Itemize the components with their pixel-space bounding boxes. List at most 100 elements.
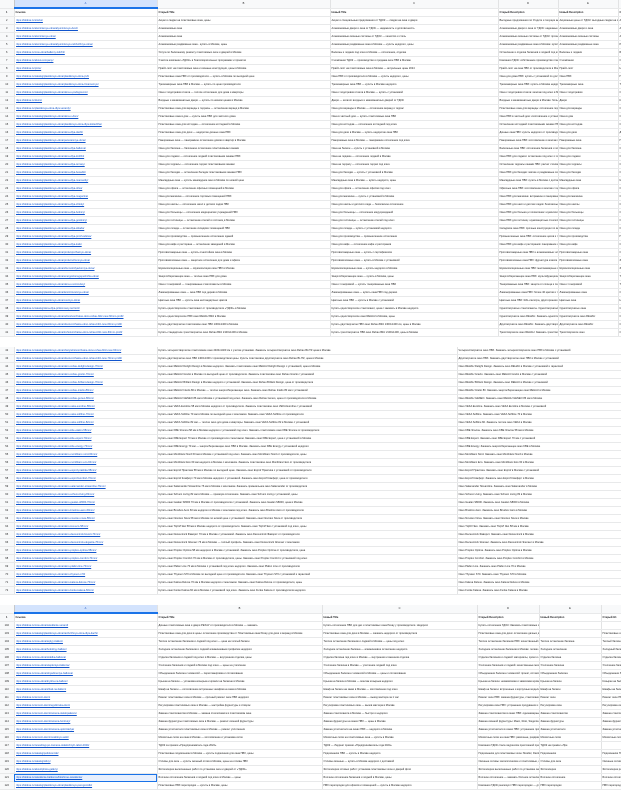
cell-url[interactable]: https://tdokna.ru/catalog/plastikovye-ok… bbox=[14, 362, 158, 371]
table-row[interactable]: 45 https://tdokna.ru/catalog/plastikovye-… bbox=[0, 370, 621, 379]
cell-e[interactable]: Окна для кафе bbox=[558, 240, 619, 249]
cell-f[interactable]: Окна для веранды bbox=[618, 104, 621, 113]
row-number[interactable]: 9 bbox=[0, 72, 15, 81]
cell-d[interactable]: Дачные окна ПВХ: купить недорого от прои… bbox=[498, 128, 559, 137]
cell-d[interactable]: Отделка балконов и лоджий: материалы, ср… bbox=[477, 653, 540, 662]
cell-b[interactable]: Дачные пластиковые окна и двери РЕХАУ от… bbox=[157, 621, 323, 630]
cell-c[interactable]: Окна для больницы — остекление медучрежд… bbox=[330, 208, 499, 217]
column-header-C[interactable]: C bbox=[330, 0, 499, 9]
url-link[interactable]: https://tdokna.ru/catalog/plastikovye-ok… bbox=[15, 509, 95, 512]
column-header-C[interactable]: C bbox=[322, 605, 478, 614]
cell-c[interactable]: Замена стеклопакета в Москве — быстро и … bbox=[322, 709, 478, 718]
cell-f[interactable]: Ремонт окон ПВХ bbox=[601, 693, 621, 702]
row-number[interactable]: 51 bbox=[0, 418, 15, 427]
cell-f[interactable]: Стеклопакеты bbox=[618, 304, 621, 313]
table-row[interactable]: 70 https://tdokna.ru/catalog/plastikovye-… bbox=[0, 570, 621, 579]
url-link[interactable]: https://tdokna.ru/catalog/plastikovye-ok… bbox=[15, 203, 85, 206]
url-link[interactable]: https://tdokna.ru/catalog/plastikovye-ok… bbox=[15, 291, 89, 294]
cell-url[interactable]: https://tdokna.ru/catalog/plastikovye-ok… bbox=[14, 256, 158, 265]
cell-f[interactable]: Пластиковые окна bbox=[601, 629, 621, 638]
url-link[interactable]: https://tdokna.ru/catalog/plastikovye-ok… bbox=[15, 235, 92, 238]
cell-b[interactable]: Трехкамерные окна ПВХ в Москве — купить … bbox=[157, 80, 331, 89]
cell-d[interactable]: Утепление балконов и лоджий: качественны… bbox=[477, 661, 540, 670]
cell-b[interactable]: Прайс-лист на пластиковые окна и оконные… bbox=[157, 64, 331, 73]
cell-d[interactable]: Старый Description bbox=[498, 8, 559, 17]
table-row[interactable]: 63 https://tdokna.ru/catalog/plastikovye-… bbox=[0, 514, 621, 523]
cell-url[interactable]: https://tdokna.ru/catalog/plastikovye-ok… bbox=[14, 200, 158, 209]
url-link[interactable]: https://tdokna.ru/remont-okon/ bbox=[15, 696, 51, 699]
url-link[interactable]: https://tdokna.ru/catalog/plastikovye-ok… bbox=[15, 323, 122, 326]
cell-url[interactable]: https://tdokna.ru/catalog/plastikovye-ok… bbox=[14, 482, 158, 491]
cell-e[interactable]: Балконы и лоджии bbox=[558, 48, 619, 57]
cell-e[interactable]: Новый Description bbox=[558, 8, 619, 17]
cell-url[interactable]: https://tdokna.ru/catalog/plastikovye-ok… bbox=[14, 312, 158, 321]
cell-d[interactable]: Замена стеклопакетов в окнах ПВХ: однока… bbox=[477, 709, 540, 718]
cell-c[interactable]: Теплое остекление балконов и лоджий в Мо… bbox=[322, 637, 478, 646]
cell-d[interactable]: Двустворчатое окно REHAU. Заказать двуст… bbox=[498, 320, 559, 329]
cell-e[interactable]: Одностворчатые окна bbox=[558, 304, 619, 313]
cell-b[interactable]: Энергосберегающие окна — теплые окна ПВХ… bbox=[157, 272, 331, 281]
cell-e[interactable]: О компании bbox=[558, 56, 619, 65]
url-link[interactable]: https://tdokna.ru/catalog/plastikovye-ok… bbox=[15, 485, 106, 488]
cell-b[interactable]: Старый Title bbox=[157, 613, 323, 622]
cell-e[interactable]: Холодное остекление bbox=[539, 645, 602, 654]
url-link[interactable]: https://tdokna.ru/catalog/plastikovye-ok… bbox=[15, 211, 85, 214]
table-row[interactable]: 112 https://tdokna.ru/remont-okon/regulir… bbox=[0, 701, 621, 710]
cell-c[interactable]: Противопожарные окна — купить с сертифик… bbox=[330, 248, 499, 257]
cell-d[interactable]: Крыша на балкон: независимая и зависимая… bbox=[477, 677, 540, 686]
table-row[interactable]: 52 https://tdokna.ru/catalog/plastikovye-… bbox=[0, 426, 621, 435]
table-row[interactable]: 5 https://tdokna.ru/aluminievye-okna/alyu… bbox=[0, 40, 621, 49]
cell-f[interactable]: Окно REHAU Blitz bbox=[618, 320, 621, 329]
cell-url[interactable]: https://tdokna.ru/aluminievye-okna/ bbox=[14, 32, 158, 41]
row-number[interactable]: 110 bbox=[0, 685, 15, 694]
cell-e[interactable]: Алюминиевые двери и окна bbox=[558, 24, 619, 33]
url-link[interactable]: https://tdokna.ru/catalog/plastikovye-ok… bbox=[15, 283, 86, 286]
row-number[interactable]: 58 bbox=[0, 474, 15, 483]
cell-b[interactable]: Купить четырехстворчатое пластиковое окн… bbox=[157, 347, 458, 355]
cell-b[interactable]: Противовзломные окна — защитное остеклен… bbox=[157, 256, 331, 265]
table-row[interactable]: 50 https://tdokna.ru/catalog/plastikovye-… bbox=[0, 410, 621, 419]
row-number[interactable]: 16 bbox=[0, 128, 15, 137]
table-row[interactable]: 31 https://tdokna.ru/catalog/plastikovye-… bbox=[0, 248, 621, 257]
cell-url[interactable]: https://tdokna.ru/catalog/plastikovye-ok… bbox=[14, 80, 158, 89]
cell-b[interactable]: Окна для магазина — остекление торговых … bbox=[157, 192, 331, 201]
cell-f[interactable]: Цены на окна ПВХ bbox=[618, 64, 621, 73]
cell-e[interactable]: Утепление балкона bbox=[539, 661, 602, 670]
cell-c[interactable]: Окна для офиса — остекление офисов под к… bbox=[330, 184, 499, 193]
row-number[interactable]: 5 bbox=[0, 40, 15, 49]
cell-d[interactable]: Противопожарные окна ПВХ и алюминиевые: … bbox=[498, 248, 559, 257]
cell-c[interactable]: Окно Proplex Comfort. Заказать окно Prop… bbox=[457, 554, 621, 563]
cell-e[interactable]: Шкаф на балкон bbox=[539, 685, 602, 694]
row-number[interactable]: 119 bbox=[0, 757, 15, 766]
cell-url[interactable]: https://tdokna.ru/catalog/plastikovye-ok… bbox=[14, 402, 158, 411]
cell-b[interactable]: Купить окно Plafen Line 70 мм в Москве с… bbox=[157, 562, 458, 571]
cell-b[interactable]: Купить окно Schuco Living 82 мм в Москве… bbox=[157, 490, 458, 499]
cell-url[interactable]: https://tdokna.ru/catalog/plastikovye-ok… bbox=[14, 168, 158, 177]
row-number[interactable]: 52 bbox=[0, 426, 15, 435]
row-number[interactable]: 108 bbox=[0, 669, 15, 678]
table-row[interactable]: 35 https://tdokna.ru/catalog/plastikovye-… bbox=[0, 280, 621, 289]
cell-c[interactable]: Купить одностворчатое окно REHAU в Москв… bbox=[330, 312, 499, 321]
cell-d[interactable]: Окна ПВХ для школ и детских садов: безоп… bbox=[498, 200, 559, 209]
cell-f[interactable]: Раздвижные алюминиевые окна bbox=[618, 40, 621, 49]
cell-f[interactable]: Балконы под ключ bbox=[618, 48, 621, 57]
row-number[interactable]: 28 bbox=[0, 224, 15, 233]
url-link[interactable]: https://tdokna.ru/remont-okon/zamena-upl… bbox=[15, 728, 75, 731]
cell-b[interactable]: Окна для склада — остекление складских п… bbox=[157, 224, 331, 233]
url-link[interactable]: https://tdokna.ru/catalog/plastikovye-ok… bbox=[15, 445, 93, 448]
cell-b[interactable]: Холодное остекление балконов и лоджий ал… bbox=[157, 645, 323, 654]
row-number[interactable]: 72 bbox=[0, 586, 15, 595]
row-number[interactable]: 23 bbox=[0, 184, 15, 193]
cell-d[interactable]: Трехкамерные окна ПВХ: купить в Москве н… bbox=[498, 80, 559, 89]
cell-b[interactable]: Шумоизоляционные окна — звукоизоляция ок… bbox=[157, 264, 331, 273]
cell-c[interactable]: Алюминиевые раздвижные окна в Москве — к… bbox=[330, 40, 499, 49]
url-link[interactable]: https://tdokna.ru/remont-okon/zamena-ste… bbox=[15, 712, 77, 715]
cell-c[interactable]: Окна с подогревом стекла в Москве — купи… bbox=[330, 88, 499, 97]
table-row[interactable]: 114 https://tdokna.ru/remont-okon/zamena-… bbox=[0, 717, 621, 726]
cell-d[interactable]: Фотогалерея выполненных работ по установ… bbox=[477, 765, 540, 774]
cell-b[interactable]: Окна для больницы — остекление медицинск… bbox=[157, 208, 331, 217]
cell-f[interactable]: Блочное остекление bbox=[601, 773, 621, 782]
cell-d[interactable]: Офисные окна ПВХ: изготовление и монтаж … bbox=[498, 184, 559, 193]
row-number[interactable]: 114 bbox=[0, 717, 15, 726]
cell-d[interactable]: Шумоизоляционные окна ПВХ: многокамерные… bbox=[498, 264, 559, 273]
